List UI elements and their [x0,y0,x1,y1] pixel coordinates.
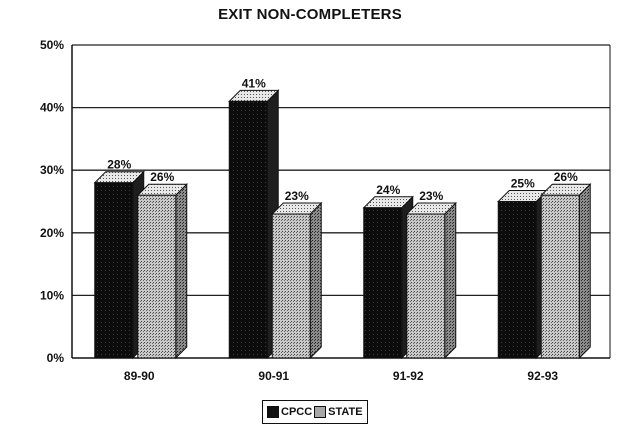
bar-cpcc-92-93 [497,201,537,359]
x-tick-label: 92-93 [527,369,558,383]
legend-label-state: STATE [328,406,363,418]
bar-side [309,201,322,360]
y-tick-label: 20% [40,226,64,240]
bar-state-89-90 [137,194,177,359]
bar-state-91-92 [406,213,446,359]
legend-label-cpcc: CPCC [281,406,313,418]
x-tick-label: 89-90 [124,369,155,383]
legend: CPCC STATE [262,400,368,424]
data-label: 24% [376,183,400,197]
bar-side [444,201,457,360]
legend-swatch-state [314,406,327,418]
y-tick-label: 50% [40,38,64,52]
bar-side [175,183,188,360]
y-tick-label: 0% [47,351,65,365]
y-tick-label: 10% [40,288,64,302]
labels: 0% 10% 20% 30% 40% 50% 28% 26% 89-90 41% 23% 90-91 2… [40,38,578,383]
bar-cpcc-91-92 [363,207,403,359]
legend-swatch-cpcc [267,406,279,418]
data-label: 41% [242,76,266,90]
legend-item-cpcc: CPCC [267,406,312,418]
data-label: 23% [419,189,443,203]
legend-item-state: STATE [312,406,363,418]
bar-side [578,183,591,360]
bars [93,89,592,360]
x-tick-label: 91-92 [393,369,424,383]
data-label: 26% [554,170,578,184]
bar-state-90-91 [271,213,311,359]
data-label: 25% [511,177,535,191]
x-tick-label: 90-91 [258,369,289,383]
y-tick-label: 40% [40,101,64,115]
data-label: 26% [150,170,174,184]
bar-state-92-93 [540,194,580,359]
data-label: 23% [285,189,309,203]
data-label: 28% [107,158,131,172]
chart-title: EXIT NON-COMPLETERS [218,6,402,23]
bar-cpcc-90-91 [228,100,268,359]
bar-cpcc-89-90 [94,182,134,359]
y-tick-label: 30% [40,163,64,177]
